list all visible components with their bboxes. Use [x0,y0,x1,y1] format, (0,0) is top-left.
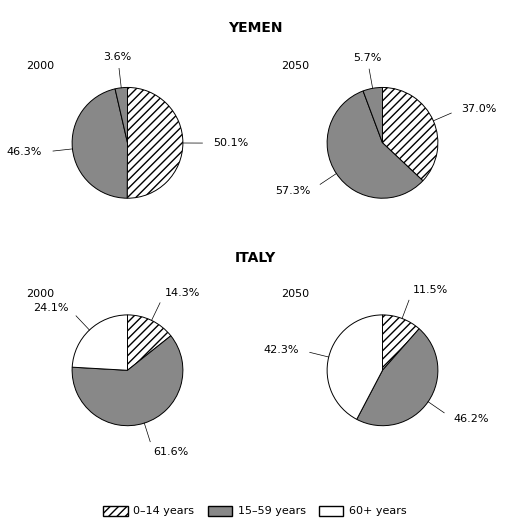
Text: 11.5%: 11.5% [412,285,447,295]
Wedge shape [115,87,127,143]
Text: 61.6%: 61.6% [153,448,188,457]
Wedge shape [72,89,127,198]
Text: 46.2%: 46.2% [453,414,488,424]
Text: 57.3%: 57.3% [275,186,310,196]
Legend: 0–14 years, 15–59 years, 60+ years: 0–14 years, 15–59 years, 60+ years [99,501,410,521]
Text: YEMEN: YEMEN [228,21,281,35]
Text: 5.7%: 5.7% [352,53,381,63]
Text: 14.3%: 14.3% [164,288,200,298]
Text: 2050: 2050 [281,289,309,299]
Wedge shape [362,87,382,143]
Wedge shape [127,315,171,370]
Text: 46.3%: 46.3% [7,147,42,157]
Wedge shape [326,315,382,419]
Wedge shape [382,315,418,370]
Text: 2000: 2000 [26,289,54,299]
Wedge shape [326,91,422,198]
Wedge shape [382,87,437,181]
Wedge shape [72,336,183,426]
Text: 37.0%: 37.0% [461,104,496,114]
Text: 24.1%: 24.1% [33,303,68,313]
Text: 2000: 2000 [26,61,54,71]
Text: 42.3%: 42.3% [263,345,298,354]
Text: 2050: 2050 [281,61,309,71]
Text: ITALY: ITALY [234,251,275,265]
Wedge shape [356,329,437,426]
Wedge shape [72,315,127,370]
Text: 50.1%: 50.1% [213,138,248,148]
Wedge shape [127,87,183,198]
Text: 3.6%: 3.6% [103,52,132,62]
